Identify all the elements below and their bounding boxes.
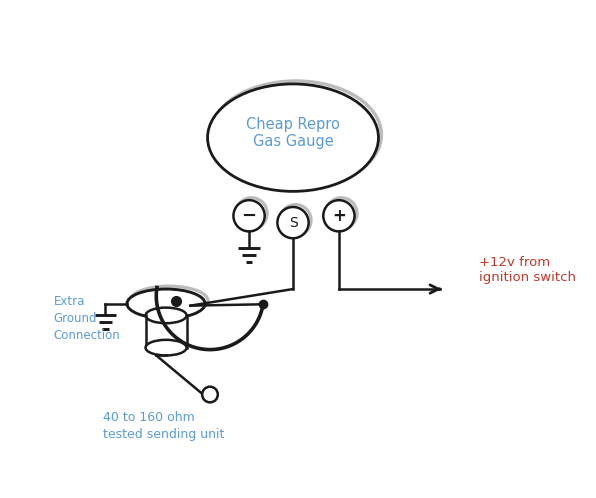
- Circle shape: [202, 387, 218, 402]
- Circle shape: [323, 200, 355, 232]
- Text: 40 to 160 ohm
tested sending unit: 40 to 160 ohm tested sending unit: [103, 411, 224, 441]
- Text: −: −: [241, 207, 257, 225]
- Text: +12v from
ignition switch: +12v from ignition switch: [479, 255, 576, 283]
- Circle shape: [234, 200, 265, 232]
- Circle shape: [277, 207, 309, 238]
- Ellipse shape: [127, 289, 205, 318]
- Ellipse shape: [145, 308, 187, 323]
- Text: S: S: [288, 216, 297, 230]
- Text: Cheap Repro
Gas Gauge: Cheap Repro Gas Gauge: [246, 117, 340, 149]
- Ellipse shape: [207, 84, 378, 191]
- Text: +: +: [332, 207, 346, 225]
- Ellipse shape: [145, 340, 187, 356]
- Text: Extra
Ground
Connection: Extra Ground Connection: [54, 295, 120, 342]
